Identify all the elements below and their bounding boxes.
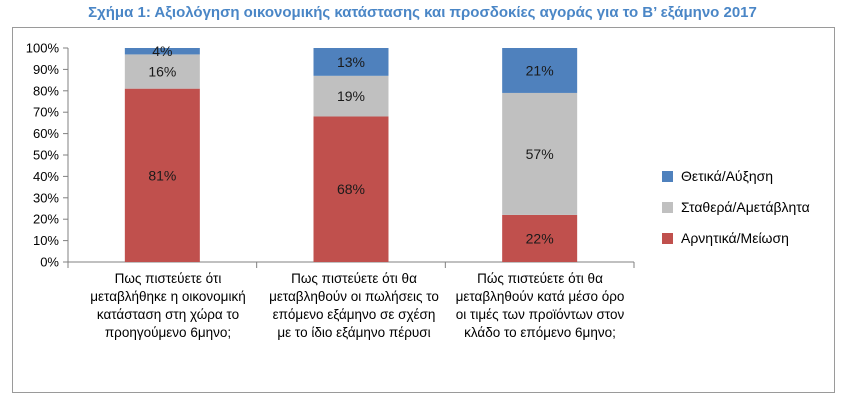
legend-label-1: Σταθερά/Αμετάβλητα <box>681 199 810 215</box>
y-tick-label-7: 70% <box>33 105 59 120</box>
bar-0-1 <box>124 54 200 89</box>
data-label-2-1: 57% <box>526 146 554 162</box>
y-tick-label-1: 10% <box>33 233 59 248</box>
bar-2-0 <box>502 214 578 262</box>
y-tick-label-10: 100% <box>26 41 60 56</box>
y-tick-label-4: 40% <box>33 169 59 184</box>
bar-0-2 <box>124 48 200 55</box>
data-label-1-0: 68% <box>337 181 365 197</box>
data-label-2-2: 21% <box>526 62 554 78</box>
y-tick-label-5: 50% <box>33 148 59 163</box>
category-label-0: Πως πιστεύετε ότι μεταβλήθηκε η οικονομι… <box>90 271 246 340</box>
category-label-1: Πως πιστεύετε ότι θα μεταβληθούν οι πωλή… <box>269 271 439 340</box>
bar-1-1 <box>313 75 389 117</box>
legend-label-0: Αρνητικά/Μείωση <box>681 230 789 246</box>
data-label-1-2: 13% <box>337 54 365 70</box>
y-tick-label-6: 60% <box>33 126 59 141</box>
bar-0-0 <box>124 88 200 262</box>
bar-2-1 <box>502 92 578 215</box>
y-tick-label-8: 80% <box>33 83 59 98</box>
category-label-2: Πώς πιστεύετε ότι θα μεταβληθούν κατά μέ… <box>455 271 625 340</box>
bar-2-2 <box>502 48 578 93</box>
data-label-1-1: 19% <box>337 88 365 104</box>
data-label-2-0: 22% <box>526 230 554 246</box>
y-tick-label-0: 0% <box>40 255 59 270</box>
y-tick-label-3: 30% <box>33 190 59 205</box>
legend-label-2: Θετικά/Αύξηση <box>681 168 773 184</box>
bar-1-0 <box>313 116 389 262</box>
data-label-0-2: 4% <box>152 43 172 59</box>
y-tick-label-2: 20% <box>33 212 59 227</box>
y-tick-label-9: 90% <box>33 62 59 77</box>
data-label-0-0: 81% <box>148 167 176 183</box>
data-label-0-1: 16% <box>148 64 176 80</box>
bar-1-2 <box>313 48 389 76</box>
chart-title: Σχήμα 1: Αξιολόγηση οικονομικής κατάστασ… <box>88 4 757 21</box>
legend-swatch-2 <box>662 171 673 182</box>
legend-swatch-1 <box>662 202 673 213</box>
legend-swatch-0 <box>662 233 673 244</box>
